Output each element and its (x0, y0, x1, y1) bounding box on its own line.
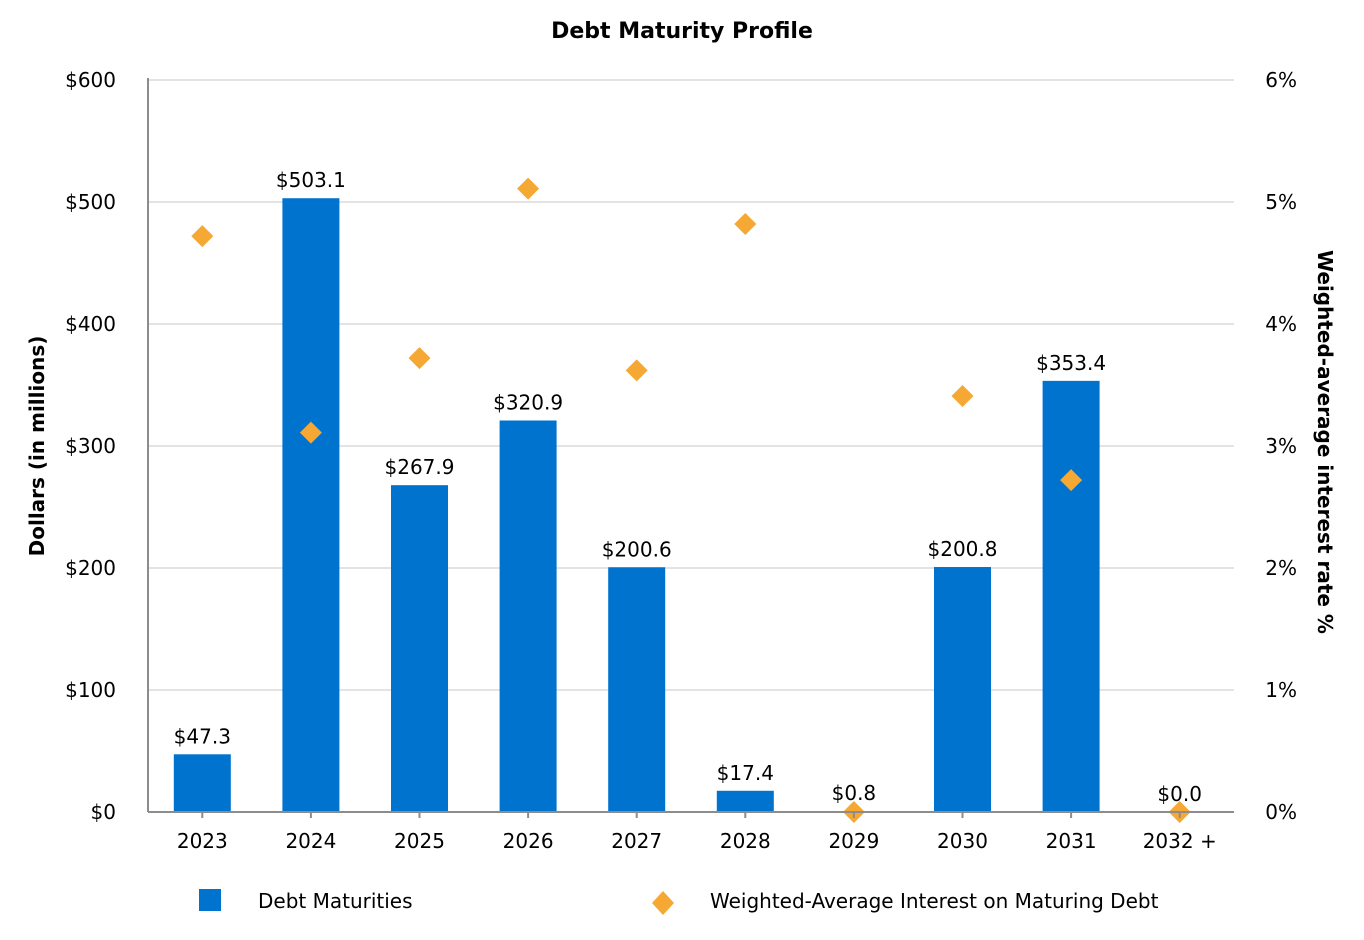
x-axis-ticks: 2023 2024 2025 2026 2027 2028 2029 2030 2031 2032… (177, 812, 1217, 853)
bar-series (173, 198, 1100, 812)
legend-label-interest: Weighted-Average Interest on Maturing De… (710, 889, 1159, 913)
bar (716, 790, 774, 812)
bar-data-label: $267.9 (385, 455, 455, 479)
right-tick-label: 5% (1265, 190, 1297, 214)
axes (147, 78, 1234, 813)
bar-data-label: $320.9 (493, 391, 563, 415)
bar (499, 420, 557, 812)
diamond-marker (625, 359, 648, 382)
right-tick-label: 6% (1265, 68, 1297, 92)
legend-swatch-debt-maturities (199, 889, 221, 911)
bar-data-label: $200.8 (928, 537, 998, 561)
bar (608, 567, 666, 812)
right-tick-label: 1% (1265, 678, 1297, 702)
bar (173, 754, 231, 812)
bar (1042, 380, 1100, 812)
legend-label-debt-maturities: Debt Maturities (258, 889, 413, 913)
chart-title: Debt Maturity Profile (551, 19, 813, 44)
bar-data-label: $47.3 (174, 724, 231, 748)
diamond-marker (517, 177, 540, 200)
bar-data-label: $503.1 (276, 168, 346, 192)
legend: Debt Maturities Weighted-Average Interes… (199, 889, 1159, 915)
legend-swatch-interest (652, 891, 674, 915)
diamond-marker (1060, 469, 1083, 492)
left-axis-ticks: $0 $100 $200 $300 $400 $500 $600 (65, 68, 116, 824)
left-tick-label: $300 (65, 434, 116, 458)
right-tick-label: 2% (1265, 556, 1297, 580)
bar-data-label: $353.4 (1036, 351, 1106, 375)
right-tick-label: 0% (1265, 800, 1297, 824)
bar-data-label: $200.6 (602, 537, 672, 561)
x-tick-label: 2031 (1046, 829, 1097, 853)
diamond-series (191, 177, 1191, 823)
x-tick-label: 2026 (503, 829, 554, 853)
right-tick-label: 4% (1265, 312, 1297, 336)
bar (391, 485, 448, 812)
x-tick-label: 2024 (285, 829, 336, 853)
diamond-marker (299, 421, 322, 444)
right-axis-title: Weighted-average interest rate % (1313, 250, 1337, 634)
x-tick-label: 2023 (177, 829, 228, 853)
bar-data-labels: $47.3$503.1$267.9$320.9$200.6$17.4$0.8$2… (174, 168, 1202, 806)
x-tick-label: 2030 (937, 829, 988, 853)
bar (934, 567, 991, 812)
right-tick-label: 3% (1265, 434, 1297, 458)
bar-data-label: $17.4 (717, 761, 774, 785)
x-tick-label: 2027 (611, 829, 662, 853)
right-axis-ticks: 0% 1% 2% 3% 4% 5% 6% (1265, 68, 1297, 824)
diamond-marker (734, 212, 757, 235)
diamond-marker (408, 347, 431, 370)
x-tick-label: 2025 (394, 829, 445, 853)
left-axis-title: Dollars (in millions) (25, 336, 49, 557)
left-tick-label: $600 (65, 68, 116, 92)
left-tick-label: $500 (65, 190, 116, 214)
x-tick-label: 2028 (720, 829, 771, 853)
x-tick-label: 2032 + (1143, 829, 1217, 853)
left-tick-label: $200 (65, 556, 116, 580)
left-tick-label: $400 (65, 312, 116, 336)
x-tick-label: 2029 (828, 829, 879, 853)
bar (282, 198, 340, 812)
diamond-marker (951, 384, 974, 407)
left-tick-label: $0 (91, 800, 116, 824)
diamond-marker (191, 225, 214, 248)
left-tick-label: $100 (65, 678, 116, 702)
